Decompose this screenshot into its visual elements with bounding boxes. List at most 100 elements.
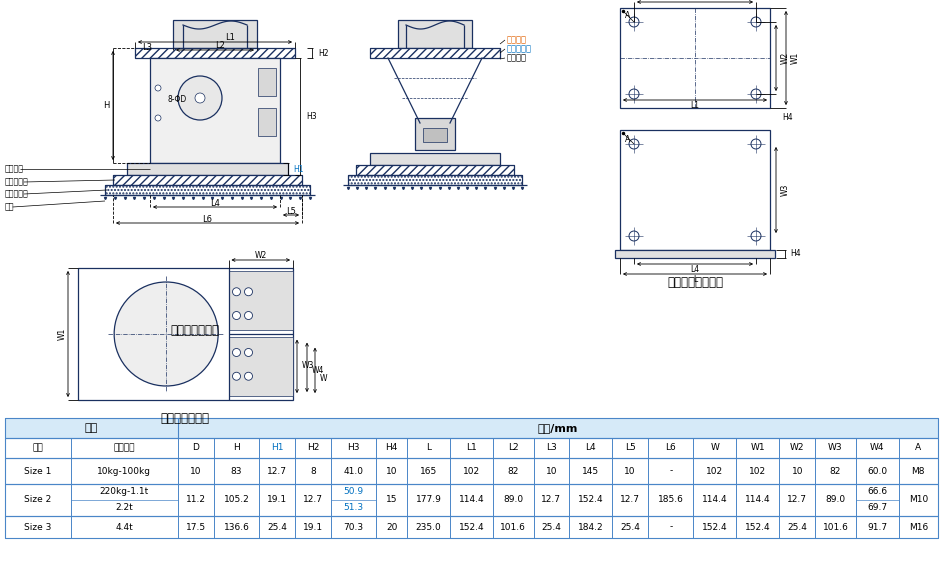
Text: 15: 15 <box>386 495 397 505</box>
Text: 152.4: 152.4 <box>745 522 770 531</box>
Text: 12.7: 12.7 <box>620 495 640 505</box>
Text: 89.0: 89.0 <box>504 495 523 505</box>
Bar <box>258 108 276 136</box>
Bar <box>5 484 938 516</box>
Text: 105.2: 105.2 <box>223 495 249 505</box>
Text: 12.7: 12.7 <box>541 495 561 505</box>
Text: 60.0: 60.0 <box>868 467 887 475</box>
Text: H2: H2 <box>318 49 328 58</box>
Text: W: W <box>320 375 327 383</box>
Text: H: H <box>103 101 109 110</box>
Text: 41.0: 41.0 <box>343 467 363 475</box>
Text: L3: L3 <box>142 42 152 51</box>
Bar <box>5 484 938 516</box>
Text: W1: W1 <box>791 52 800 64</box>
Text: 10: 10 <box>791 467 803 475</box>
Circle shape <box>155 85 161 91</box>
Text: 顶板过渡板: 顶板过渡板 <box>507 45 532 54</box>
Text: 过渡板外形尺寸图: 过渡板外形尺寸图 <box>667 276 723 288</box>
Text: L5: L5 <box>625 443 636 452</box>
Text: 114.4: 114.4 <box>703 495 728 505</box>
Circle shape <box>629 139 639 149</box>
Text: 152.4: 152.4 <box>458 522 485 531</box>
Text: 模块外形尺寸图: 模块外形尺寸图 <box>171 324 220 337</box>
Text: 102: 102 <box>750 467 767 475</box>
Text: 25.4: 25.4 <box>620 522 640 531</box>
Text: 10kg-100kg: 10kg-100kg <box>97 467 151 475</box>
Bar <box>356 165 514 175</box>
Text: W3: W3 <box>302 361 314 370</box>
Text: 152.4: 152.4 <box>703 522 728 531</box>
Text: W3: W3 <box>781 184 790 196</box>
Text: 83: 83 <box>231 467 242 475</box>
Text: M16: M16 <box>909 522 928 531</box>
Bar <box>356 165 514 175</box>
Bar <box>370 48 500 58</box>
Text: 177.9: 177.9 <box>416 495 441 505</box>
Text: M8: M8 <box>912 467 925 475</box>
Text: 8: 8 <box>310 467 316 475</box>
Text: 145: 145 <box>582 467 600 475</box>
Text: L2: L2 <box>683 0 691 2</box>
Text: 235.0: 235.0 <box>416 522 441 531</box>
Bar <box>135 48 295 58</box>
Text: Size 3: Size 3 <box>25 522 52 531</box>
Text: L2: L2 <box>508 443 519 452</box>
Circle shape <box>629 17 639 27</box>
Text: 89.0: 89.0 <box>825 495 846 505</box>
Bar <box>5 516 938 538</box>
Text: 66.6: 66.6 <box>868 487 887 496</box>
Bar <box>423 128 447 142</box>
Text: 12.7: 12.7 <box>267 467 287 475</box>
Text: W2: W2 <box>781 52 790 64</box>
Circle shape <box>233 288 240 296</box>
Text: W: W <box>710 443 720 452</box>
Text: 模块顶板: 模块顶板 <box>507 54 527 62</box>
Circle shape <box>233 372 240 380</box>
Text: A: A <box>625 11 631 21</box>
Bar <box>348 175 522 185</box>
Text: 114.4: 114.4 <box>745 495 770 505</box>
Circle shape <box>629 89 639 99</box>
Bar <box>228 337 293 396</box>
Text: L1: L1 <box>225 34 235 42</box>
Text: 82: 82 <box>507 467 519 475</box>
Text: 101.6: 101.6 <box>822 522 849 531</box>
Text: L3: L3 <box>546 443 556 452</box>
Text: 184.2: 184.2 <box>578 522 604 531</box>
Text: 项目: 项目 <box>85 423 98 433</box>
Text: 10: 10 <box>546 467 557 475</box>
Bar <box>178 418 938 438</box>
Bar <box>135 48 295 58</box>
Text: L6: L6 <box>666 443 676 452</box>
Text: D: D <box>192 443 199 452</box>
Text: 101.6: 101.6 <box>501 522 526 531</box>
Text: 4.4t: 4.4t <box>115 522 133 531</box>
Circle shape <box>751 139 761 149</box>
Circle shape <box>751 89 761 99</box>
Bar <box>615 250 775 258</box>
Text: M10: M10 <box>909 495 928 505</box>
Bar <box>398 20 472 48</box>
Text: L2: L2 <box>215 42 225 50</box>
Text: 114.4: 114.4 <box>458 495 485 505</box>
Text: W1: W1 <box>58 328 67 340</box>
Circle shape <box>114 282 218 386</box>
Text: 25.4: 25.4 <box>787 522 807 531</box>
Text: 82: 82 <box>830 467 841 475</box>
Text: -: - <box>670 522 672 531</box>
Text: 规格: 规格 <box>32 443 43 452</box>
Bar <box>258 68 276 96</box>
Bar <box>113 175 302 185</box>
Text: H3: H3 <box>306 112 317 121</box>
Text: 12.7: 12.7 <box>787 495 807 505</box>
Circle shape <box>244 312 253 320</box>
Text: 70.3: 70.3 <box>343 522 363 531</box>
Text: A: A <box>625 136 631 145</box>
Text: 模块底板: 模块底板 <box>5 165 24 173</box>
Text: 底板过渡板: 底板过渡板 <box>5 177 28 186</box>
Circle shape <box>233 348 240 356</box>
Circle shape <box>155 115 161 121</box>
Text: L: L <box>693 275 697 284</box>
Bar <box>105 185 310 195</box>
